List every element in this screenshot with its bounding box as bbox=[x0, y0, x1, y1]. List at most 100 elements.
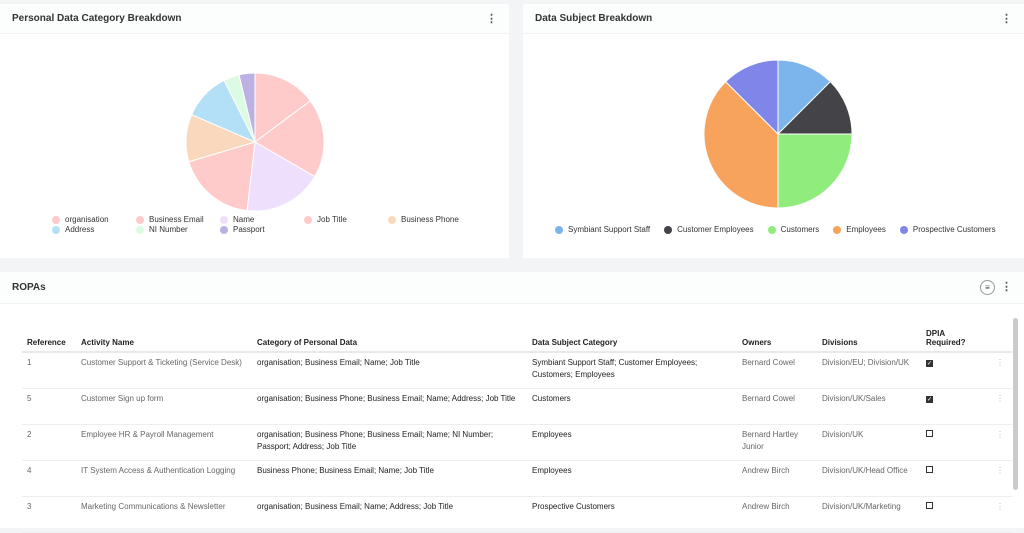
legend-label: Business Phone bbox=[401, 215, 459, 224]
row-menu-icon[interactable]: ⋮ bbox=[996, 358, 1004, 367]
legend-item[interactable]: Prospective Customers bbox=[899, 225, 996, 234]
legend-dot-icon bbox=[304, 215, 312, 224]
table-row[interactable]: 1 Customer Support & Ticketing (Service D… bbox=[22, 352, 1012, 389]
owners-cell: Bernard Hartley Junior bbox=[737, 424, 817, 461]
legend-label: Name bbox=[233, 215, 255, 224]
more-options-icon[interactable]: ⋮ bbox=[1001, 13, 1012, 25]
column-header-actions bbox=[991, 318, 1012, 353]
dpia-cell: ✓ bbox=[921, 352, 991, 389]
activity-name-cell: Marketing Communications & Newsletter bbox=[76, 496, 252, 533]
ropa-table: Reference Activity Name Category of Person… bbox=[22, 318, 1012, 533]
pie-slice-customers[interactable] bbox=[777, 133, 853, 209]
legend-dot-icon bbox=[220, 215, 228, 224]
legend-dot-icon bbox=[767, 225, 776, 234]
dpia-cell bbox=[921, 496, 991, 533]
pie-slice-name[interactable] bbox=[246, 141, 316, 212]
legend-dot-icon bbox=[899, 225, 908, 234]
legend-label: Customer Employees bbox=[677, 225, 754, 234]
row-menu-icon[interactable]: ⋮ bbox=[996, 465, 1004, 475]
legend-label: Business Email bbox=[149, 215, 204, 224]
pie-slice-job-title[interactable] bbox=[188, 141, 256, 212]
card-title: Personal Data Category Breakdown bbox=[12, 13, 182, 24]
pie-slice-employees[interactable] bbox=[703, 80, 779, 209]
pie-slice-symbiant-support-staff[interactable] bbox=[777, 59, 832, 136]
pie-slice-prospective-customers[interactable] bbox=[724, 59, 779, 136]
legend-dot-icon bbox=[220, 225, 228, 234]
dpia-checkbox[interactable] bbox=[926, 501, 933, 509]
dpia-checkbox[interactable]: ✓ bbox=[926, 360, 933, 367]
table-row[interactable]: 4 IT System Access & Authentication Loggi… bbox=[22, 460, 1012, 497]
category-cell: organisation; Business Phone; Business E… bbox=[252, 424, 527, 461]
legend-dot-icon bbox=[555, 225, 563, 234]
owners-cell: Bernard Cowel bbox=[737, 388, 817, 425]
row-actions[interactable]: ⋮ bbox=[991, 352, 1012, 389]
data-subject-pie-chart bbox=[703, 59, 853, 209]
row-actions[interactable]: ⋮ bbox=[991, 496, 1012, 533]
legend-dot-icon bbox=[664, 225, 673, 234]
legend-dot-icon bbox=[833, 225, 842, 234]
legend-label: Employees bbox=[846, 225, 886, 234]
row-menu-icon[interactable]: ⋮ bbox=[996, 429, 1004, 439]
owners-cell: Bernard Cowel bbox=[737, 352, 817, 389]
more-options-icon[interactable]: ⋮ bbox=[486, 13, 497, 25]
divisions-cell: Division/UK bbox=[817, 424, 921, 461]
pie-slice-business-email[interactable] bbox=[254, 100, 325, 178]
legend-item[interactable]: Customer Employees bbox=[664, 225, 754, 234]
divisions-cell: Division/UK/Marketing bbox=[817, 496, 921, 533]
legend-item[interactable]: Passport bbox=[220, 225, 304, 234]
legend-item[interactable]: Employees bbox=[833, 225, 886, 234]
column-header[interactable]: Owners bbox=[737, 318, 817, 353]
divisions-cell: Division/EU; Division/UK bbox=[817, 352, 921, 389]
legend-label: Symbiant Support Staff bbox=[568, 225, 651, 234]
pie-slice-organisation[interactable] bbox=[254, 72, 312, 143]
column-header[interactable]: Reference bbox=[22, 318, 76, 353]
table-row[interactable]: 3 Marketing Communications & Newsletter or… bbox=[22, 496, 1012, 533]
table-row[interactable]: 2 Employee HR & Payroll Management organis… bbox=[22, 424, 1012, 461]
row-actions[interactable]: ⋮ bbox=[991, 460, 1012, 497]
more-options-icon[interactable]: ⋮ bbox=[1001, 281, 1012, 293]
column-header[interactable]: Data Subject Category bbox=[527, 318, 737, 353]
reference-cell: 1 bbox=[22, 352, 76, 389]
card-title: ROPAs bbox=[12, 282, 46, 293]
dpia-checkbox[interactable] bbox=[926, 429, 933, 437]
legend-item[interactable]: NI Number bbox=[136, 225, 220, 234]
dpia-cell: ✓ bbox=[921, 388, 991, 425]
legend-item[interactable]: Customers bbox=[767, 225, 820, 234]
legend-item[interactable]: Symbiant Support Staff bbox=[555, 225, 650, 234]
row-actions[interactable]: ⋮ bbox=[991, 424, 1012, 461]
column-header[interactable]: Category of Personal Data bbox=[252, 318, 527, 353]
column-header[interactable]: Activity Name bbox=[76, 318, 252, 353]
subject-cell: Employees bbox=[527, 424, 737, 461]
legend-label: NI Number bbox=[149, 225, 188, 234]
reference-cell: 4 bbox=[22, 460, 76, 497]
legend-label: Job Title bbox=[317, 215, 347, 224]
legend-item[interactable]: Business Phone bbox=[388, 215, 478, 224]
legend-item[interactable]: organisation bbox=[52, 215, 136, 224]
row-menu-icon[interactable]: ⋮ bbox=[996, 393, 1004, 403]
subject-cell: Employees bbox=[527, 460, 737, 497]
filter-icon[interactable]: ≡ bbox=[980, 280, 995, 295]
pie-slice-customer-employees[interactable] bbox=[776, 80, 853, 135]
legend-dot-icon bbox=[388, 215, 396, 224]
dpia-checkbox[interactable] bbox=[926, 465, 933, 473]
row-actions[interactable]: ⋮ bbox=[991, 388, 1012, 425]
owners-cell: Andrew Birch bbox=[737, 460, 817, 497]
dpia-checkbox[interactable]: ✓ bbox=[926, 395, 933, 403]
legend-item[interactable]: Name bbox=[220, 215, 304, 224]
pie-slice-passport[interactable] bbox=[238, 72, 256, 143]
subject-cell: Customers bbox=[527, 388, 737, 425]
column-header[interactable]: Divisions bbox=[817, 318, 921, 353]
table-row[interactable]: 5 Customer Sign up form organisation; Busi… bbox=[22, 388, 1012, 425]
legend-item[interactable]: Job Title bbox=[304, 215, 388, 224]
scrollbar[interactable] bbox=[1013, 318, 1018, 490]
divisions-cell: Division/UK/Head Office bbox=[817, 460, 921, 497]
legend-label: Passport bbox=[233, 225, 265, 234]
row-menu-icon[interactable]: ⋮ bbox=[996, 501, 1004, 511]
category-cell: organisation; Business Email; Name; Addr… bbox=[252, 496, 527, 533]
legend-item[interactable]: Business Email bbox=[136, 215, 220, 224]
column-header[interactable]: DPIA Required? bbox=[921, 318, 991, 353]
activity-name-cell: IT System Access & Authentication Loggin… bbox=[76, 460, 252, 497]
legend-label: Customers bbox=[780, 225, 820, 234]
legend-item[interactable]: Address bbox=[52, 225, 136, 234]
reference-cell: 5 bbox=[22, 388, 76, 425]
